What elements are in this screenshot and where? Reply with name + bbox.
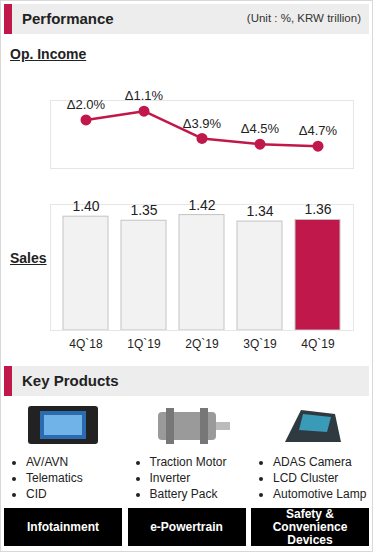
html-text:(Unit : %, KRW trillion): (Unit : %, KRW trillion) <box>246 12 361 24</box>
html-text:LCD Cluster: LCD Cluster <box>273 471 339 485</box>
html-text:Telematics: Telematics <box>26 471 83 485</box>
svg-text:1.40: 1.40 <box>72 198 99 214</box>
svg-text:1.35: 1.35 <box>130 202 157 218</box>
svg-text:2Q`19: 2Q`19 <box>185 337 219 351</box>
svg-text:3Q`19: 3Q`19 <box>243 337 277 351</box>
svg-text:1.36: 1.36 <box>304 201 331 217</box>
html-text:Safety & Convenience Devices: Safety & Convenience Devices <box>272 506 348 547</box>
svg-text:1Q`19: 1Q`19 <box>127 337 161 351</box>
html-text:Battery Pack: Battery Pack <box>149 487 218 501</box>
svg-text:4Q`18: 4Q`18 <box>69 337 103 351</box>
svg-text:Δ4.7%: Δ4.7% <box>299 123 338 138</box>
svg-text:4Q`19: 4Q`19 <box>301 337 335 351</box>
html-text:Automotive Lamp: Automotive Lamp <box>273 487 367 501</box>
html-text:Performance: Performance <box>22 10 114 27</box>
html-text:Infotainment: Infotainment <box>27 519 99 534</box>
html-text:ADAS Camera: ADAS Camera <box>273 455 352 469</box>
html-text:Sales: Sales <box>10 250 47 266</box>
svg-text:Δ3.9%: Δ3.9% <box>183 116 222 131</box>
svg-text:1.42: 1.42 <box>188 197 215 213</box>
svg-text:Δ1.1%: Δ1.1% <box>125 88 164 103</box>
html-text:Traction Motor: Traction Motor <box>149 455 227 469</box>
html-text:AV/AVN: AV/AVN <box>26 455 69 469</box>
html-text:Inverter: Inverter <box>149 471 191 485</box>
svg-text:Δ2.0%: Δ2.0% <box>67 97 106 112</box>
html-text:Key Products: Key Products <box>22 372 119 389</box>
html-text:Op. Income: Op. Income <box>10 46 87 62</box>
html-text:e-Powertrain: e-Powertrain <box>150 519 223 534</box>
svg-text:1.34: 1.34 <box>246 203 273 219</box>
svg-text:Δ4.5%: Δ4.5% <box>241 121 280 136</box>
html-text:CID: CID <box>26 487 47 501</box>
